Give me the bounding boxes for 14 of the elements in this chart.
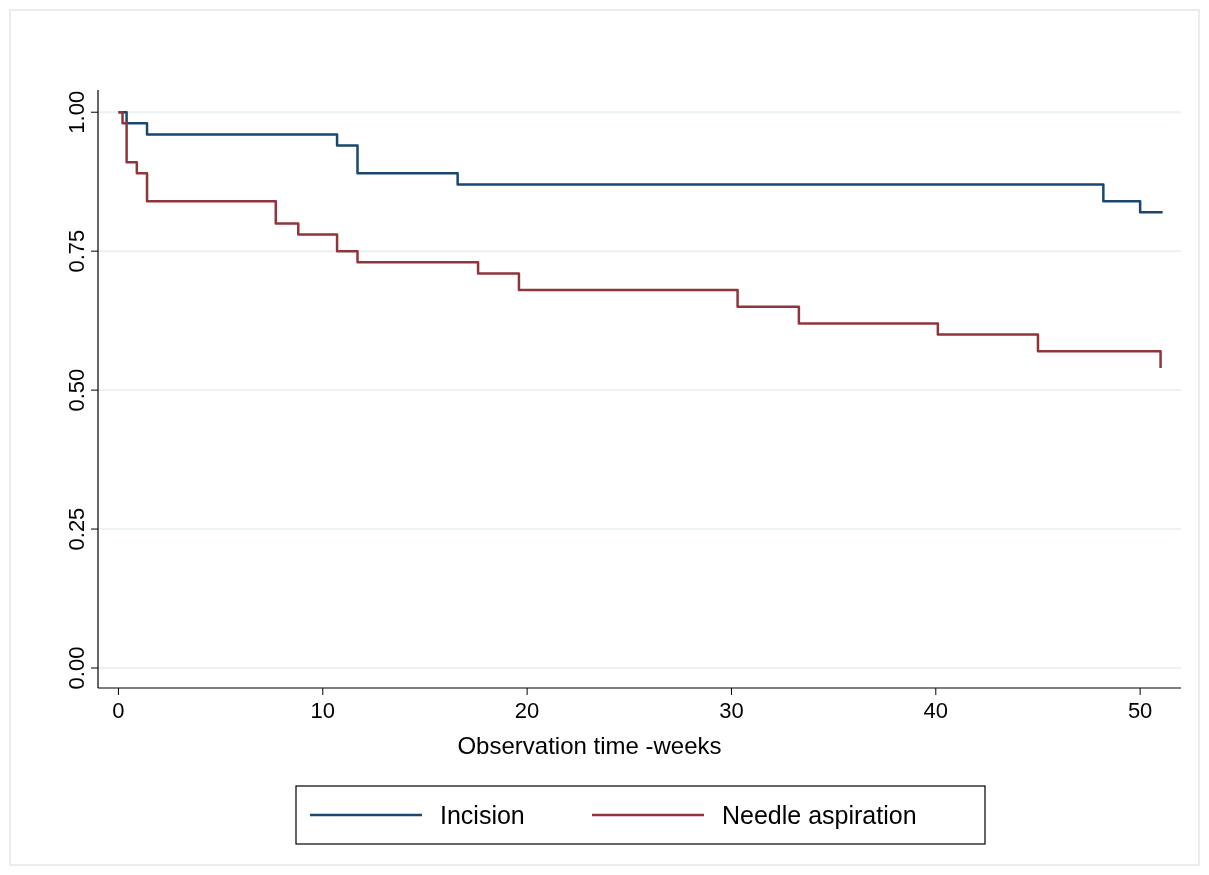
y-tick-label: 0.25: [64, 507, 89, 551]
x-tick-label: 30: [719, 698, 744, 723]
x-axis-title: Observation time -weeks: [457, 732, 722, 759]
x-tick-label: 40: [923, 698, 949, 723]
legend-label: Needle aspiration: [722, 801, 917, 829]
x-tick-label: 20: [514, 698, 540, 723]
x-tick-label: 10: [310, 698, 336, 723]
x-tick-label: 50: [1127, 698, 1153, 723]
y-tick-label: 1.00: [64, 90, 89, 134]
y-tick-label: 0.50: [64, 368, 89, 412]
y-tick-label: 0.00: [64, 646, 89, 690]
y-tick-label: 0.75: [64, 229, 89, 273]
x-tick-label: 0: [112, 698, 125, 723]
legend-label: Incision: [440, 801, 525, 829]
